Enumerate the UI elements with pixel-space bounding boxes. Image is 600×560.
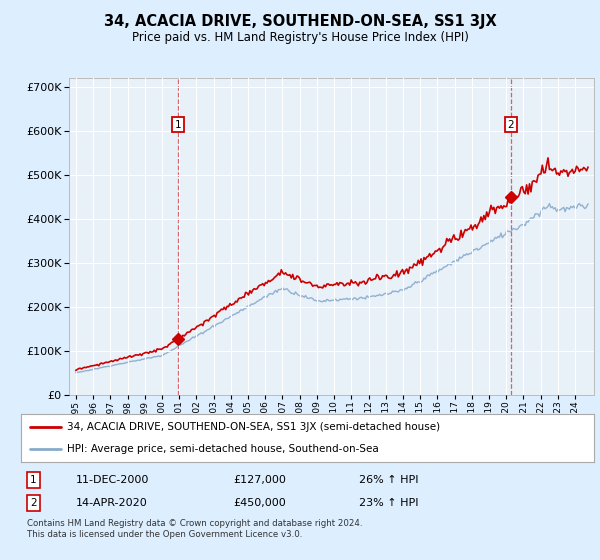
Text: £450,000: £450,000	[233, 498, 286, 507]
Text: 1: 1	[175, 119, 182, 129]
Text: HPI: Average price, semi-detached house, Southend-on-Sea: HPI: Average price, semi-detached house,…	[67, 444, 379, 454]
Text: Contains HM Land Registry data © Crown copyright and database right 2024.
This d: Contains HM Land Registry data © Crown c…	[27, 520, 362, 539]
Text: 2: 2	[30, 498, 37, 507]
Text: 23% ↑ HPI: 23% ↑ HPI	[359, 498, 419, 507]
Text: 2: 2	[508, 119, 514, 129]
Text: Price paid vs. HM Land Registry's House Price Index (HPI): Price paid vs. HM Land Registry's House …	[131, 31, 469, 44]
Text: £127,000: £127,000	[233, 475, 286, 485]
Text: 34, ACACIA DRIVE, SOUTHEND-ON-SEA, SS1 3JX: 34, ACACIA DRIVE, SOUTHEND-ON-SEA, SS1 3…	[104, 14, 496, 29]
Text: 34, ACACIA DRIVE, SOUTHEND-ON-SEA, SS1 3JX (semi-detached house): 34, ACACIA DRIVE, SOUTHEND-ON-SEA, SS1 3…	[67, 422, 440, 432]
Text: 14-APR-2020: 14-APR-2020	[76, 498, 147, 507]
Text: 1: 1	[30, 475, 37, 485]
Text: 11-DEC-2000: 11-DEC-2000	[76, 475, 149, 485]
Text: 26% ↑ HPI: 26% ↑ HPI	[359, 475, 419, 485]
